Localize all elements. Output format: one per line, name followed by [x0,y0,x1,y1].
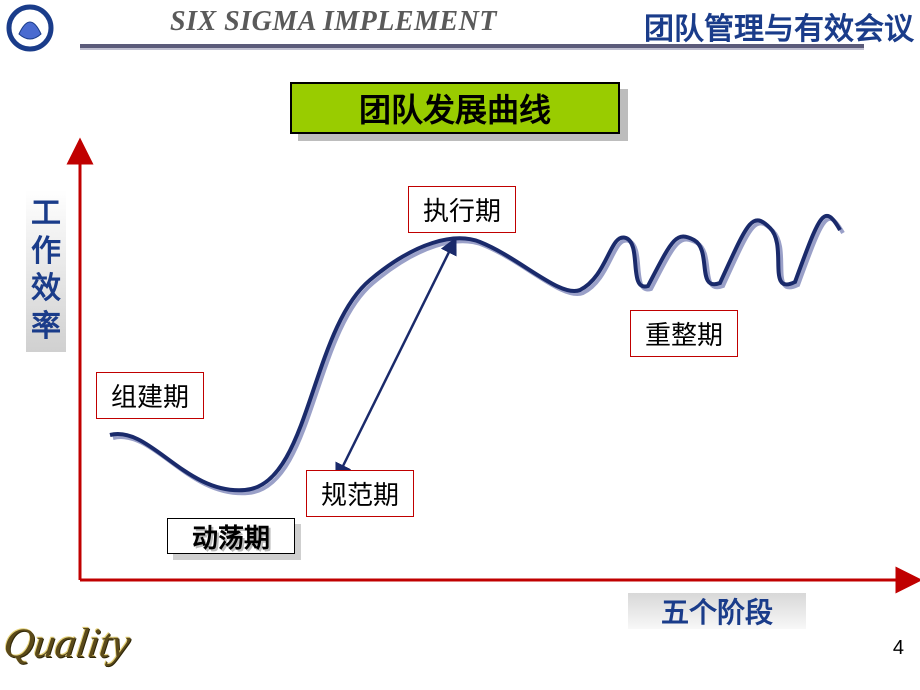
stage-label-forming: 组建期 [96,372,204,419]
stage-label-norming: 规范期 [306,470,414,517]
slide: SIX SIGMA IMPLEMENT 团队管理与有效会议 团队发展曲线 工作效… [0,0,920,690]
quality-wordmark: Quality [1,620,134,668]
stage-label-text: 动荡期 [192,518,270,555]
page-number: 4 [893,637,904,660]
norming-arrow [342,250,450,468]
stage-label-text: 规范期 [321,480,399,510]
stage-label-storming: 动荡期 [167,518,295,554]
x-axis-label: 五个阶段 [661,591,773,631]
stage-label-adjourning: 重整期 [630,310,738,357]
stage-label-text: 重整期 [645,320,723,350]
stage-label-text: 执行期 [423,196,501,226]
curve-chart [0,0,920,690]
stage-label-text: 组建期 [111,382,189,412]
stage-label-performing: 执行期 [408,186,516,233]
x-axis-label-bg: 五个阶段 [628,593,806,629]
